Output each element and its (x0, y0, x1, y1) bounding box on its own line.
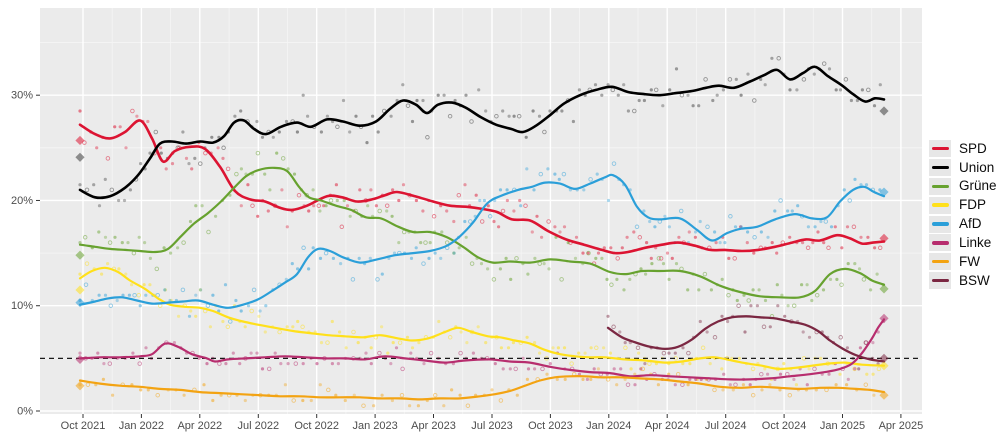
trend-line-fdp (78, 266, 886, 371)
legend-item-bsw: BSW (929, 271, 997, 290)
y-axis-labels: 0% 10% 20% 30% (11, 90, 33, 418)
trend-line-spd (78, 119, 886, 255)
legend-item-linke: Linke (929, 233, 997, 252)
legend-swatch-spd (931, 146, 949, 151)
x-tick-label: Oct 2024 (762, 420, 807, 432)
grid-major (40, 8, 922, 414)
election-2025-result-afd (879, 187, 889, 197)
legend-label-gruene: Grüne (959, 178, 997, 194)
poll-points-gruene (78, 150, 885, 319)
legend-swatch-afd (931, 222, 949, 226)
x-tick-label: Jan 2023 (352, 420, 397, 432)
trend-line-gruene (78, 166, 886, 299)
legend-item-union: Union (929, 158, 997, 177)
legend-label-fdp: FDP (959, 197, 986, 213)
x-tick-label: Jan 2025 (820, 420, 865, 432)
x-tick-label: Jul 2024 (705, 420, 747, 432)
trend-line-linke (78, 318, 886, 381)
legend-key-union (929, 158, 951, 176)
y-tick-label: 20% (11, 195, 33, 207)
legend-key-fw (929, 253, 951, 271)
legend-swatch-fdp (931, 203, 949, 207)
y-tick-label: 30% (11, 90, 33, 102)
election-2021-result-afd (75, 297, 85, 308)
legend-key-afd (929, 215, 951, 233)
legend-swatch-gruene (931, 184, 949, 188)
legend-item-fw: FW (929, 252, 997, 271)
legend-swatch-linke (931, 241, 949, 245)
legend-item-afd: AfD (929, 215, 997, 234)
election-2021-result-fdp (75, 285, 85, 295)
x-tick-label: Apr 2022 (177, 420, 222, 432)
x-tick-label: Jan 2024 (586, 420, 631, 432)
legend-key-fdp (929, 196, 951, 214)
legend-label-linke: Linke (959, 235, 992, 251)
axis-ticks (36, 94, 902, 418)
trend-line-fw (78, 375, 886, 401)
election-2025-result-linke (879, 313, 889, 323)
legend-item-gruene: Grüne (929, 177, 997, 196)
y-tick-label: 0% (17, 406, 33, 418)
x-tick-label: Apr 2024 (645, 420, 690, 432)
legend-key-gruene (929, 177, 951, 195)
election-2021-result-gruene (75, 250, 85, 260)
legend-swatch-fw (931, 260, 949, 264)
trend-line-union (78, 65, 886, 200)
trend-line-bsw (606, 315, 886, 363)
legend-label-bsw: BSW (959, 272, 990, 288)
election-2025-result-fdp (879, 361, 889, 371)
legend-item-spd: SPD (929, 139, 997, 158)
election-2021-result-spd (75, 135, 85, 146)
x-axis-labels: Oct 2021 Jan 2022 Apr 2022 Jul 2022 Oct 2022… (61, 420, 924, 432)
x-tick-label: Oct 2021 (61, 420, 106, 432)
election-2025-result-bsw (879, 353, 889, 363)
election-2025-result-gruene (879, 284, 889, 294)
legend-label-fw: FW (959, 254, 980, 270)
trend-lines (78, 65, 886, 401)
x-tick-label: Jan 2022 (119, 420, 164, 432)
election-2025-result-spd (879, 233, 889, 243)
legend-item-fdp: FDP (929, 196, 997, 215)
poll-points-union (78, 56, 882, 208)
election-2025-result-fw (879, 390, 889, 400)
legend-key-bsw (929, 272, 951, 290)
x-tick-label: Apr 2025 (879, 420, 924, 432)
election-2021-result-linke (75, 354, 85, 365)
election-2021-result-union (75, 152, 85, 162)
legend-swatch-union (931, 165, 949, 170)
election-result-markers (75, 106, 889, 400)
x-tick-label: Oct 2023 (528, 420, 573, 432)
election-2025-result-union (879, 106, 889, 116)
legend: SPD Union Grüne FDP AfD Linke FW BSW (929, 139, 997, 290)
x-tick-label: Jul 2022 (238, 420, 280, 432)
legend-swatch-bsw (931, 278, 949, 283)
y-tick-label: 10% (11, 300, 33, 312)
legend-label-afd: AfD (959, 216, 982, 232)
legend-key-spd (929, 139, 951, 157)
x-tick-label: Apr 2023 (411, 420, 456, 432)
election-2021-result-fw (75, 381, 85, 391)
trend-line-afd (78, 173, 886, 309)
legend-label-spd: SPD (959, 140, 987, 156)
legend-label-union: Union (959, 159, 995, 175)
x-tick-label: Jul 2023 (471, 420, 513, 432)
legend-key-linke (929, 234, 951, 252)
x-tick-label: Oct 2022 (294, 420, 339, 432)
